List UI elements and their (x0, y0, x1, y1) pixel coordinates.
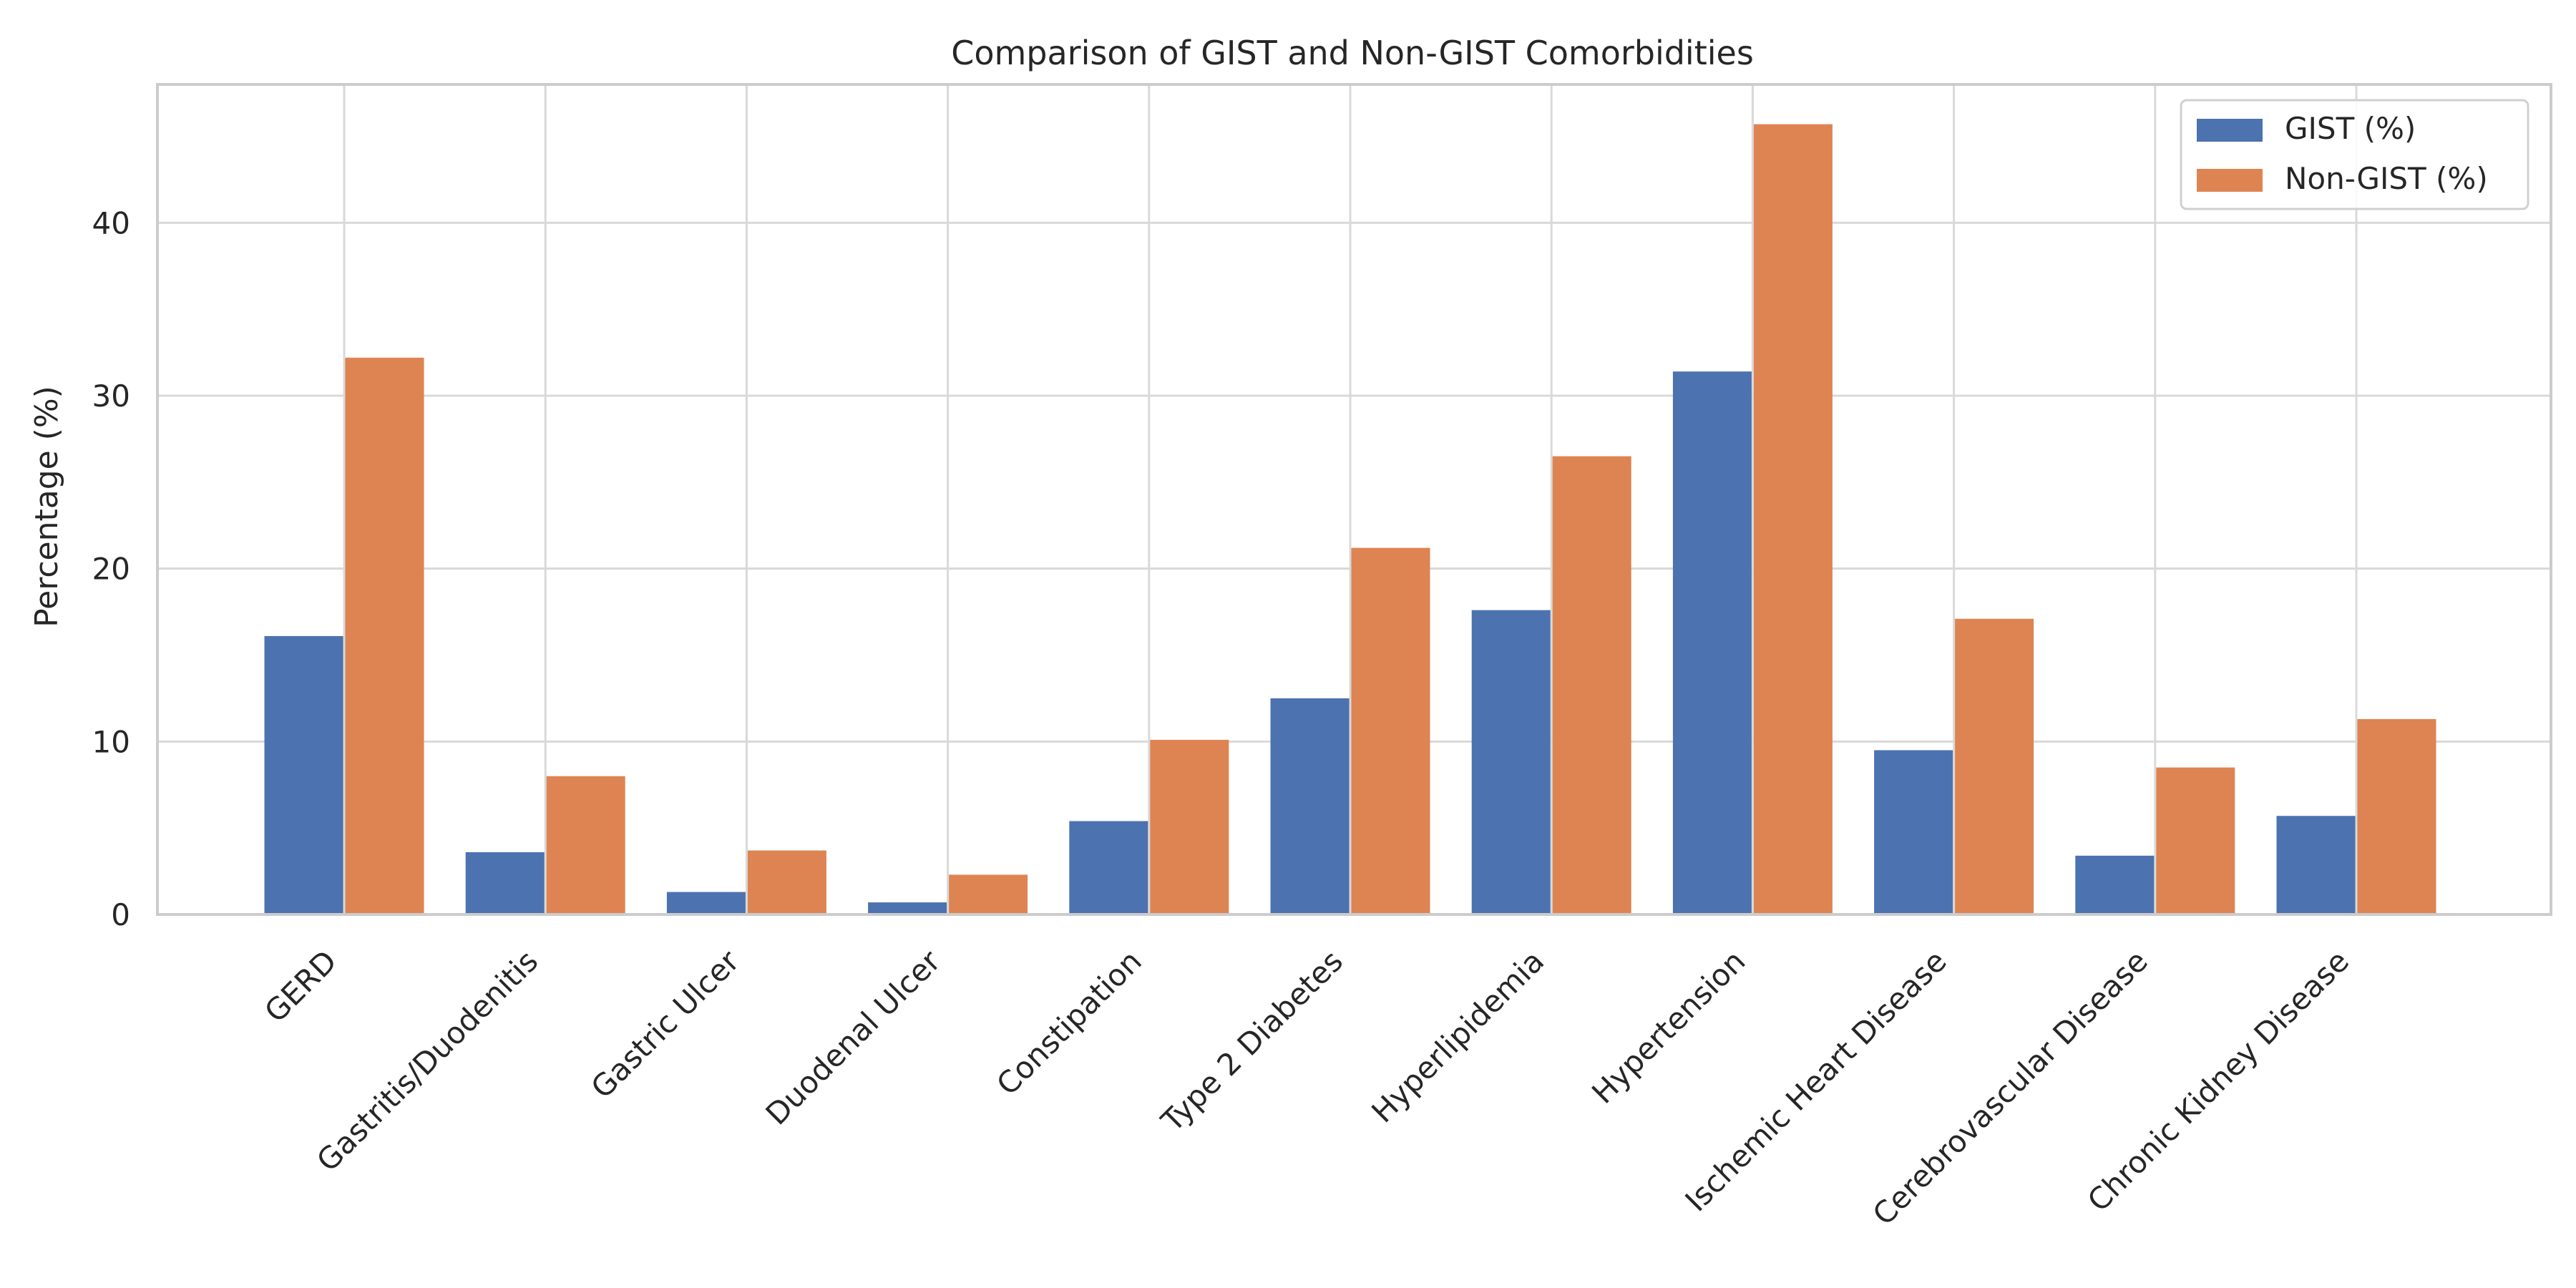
bar-non-gist (345, 357, 424, 914)
bar-non-gist (1955, 618, 2034, 914)
bar-gist (465, 852, 545, 914)
legend-swatch (2197, 169, 2263, 192)
legend-box (2180, 99, 2529, 210)
bar-non-gist (747, 850, 826, 914)
bar-gist (2276, 816, 2356, 914)
bar-gist (1672, 371, 1752, 914)
y-tick-label: 0 (111, 897, 130, 932)
y-axis-label: Percentage (%) (29, 386, 65, 628)
bar-gist (264, 635, 343, 914)
bar-non-gist (1351, 547, 1430, 914)
chart-title: Comparison of GIST and Non-GIST Comorbid… (951, 34, 1754, 72)
bar-gist (2075, 855, 2155, 914)
bar-gist (1069, 821, 1148, 914)
bar-gist (868, 902, 947, 914)
legend-label: GIST (%) (2285, 111, 2416, 146)
bar-gist (666, 892, 746, 914)
bar-non-gist (2357, 718, 2436, 914)
bar-non-gist (2156, 767, 2235, 914)
legend-swatch (2197, 119, 2263, 142)
bars-layer (264, 124, 2436, 914)
y-tick-label: 30 (92, 379, 130, 414)
y-tick-label: 20 (92, 552, 130, 587)
y-tick-label: 40 (92, 205, 130, 240)
bar-gist (1874, 750, 1953, 914)
bar-gist (1471, 610, 1551, 914)
plot-frame (156, 83, 2552, 916)
bar-gist (1270, 698, 1350, 914)
legend-label: Non-GIST (%) (2285, 161, 2488, 196)
bar-non-gist (1753, 124, 1833, 914)
bar-non-gist (1150, 739, 1229, 914)
bar-non-gist (546, 776, 625, 914)
y-tick-label: 10 (92, 724, 130, 759)
bar-non-gist (1552, 456, 1631, 914)
legend: GIST (%) Non-GIST (%) (2180, 99, 2529, 210)
bar-non-gist (949, 874, 1028, 914)
y-tick-labels: 0 10 20 30 40 (92, 205, 130, 932)
